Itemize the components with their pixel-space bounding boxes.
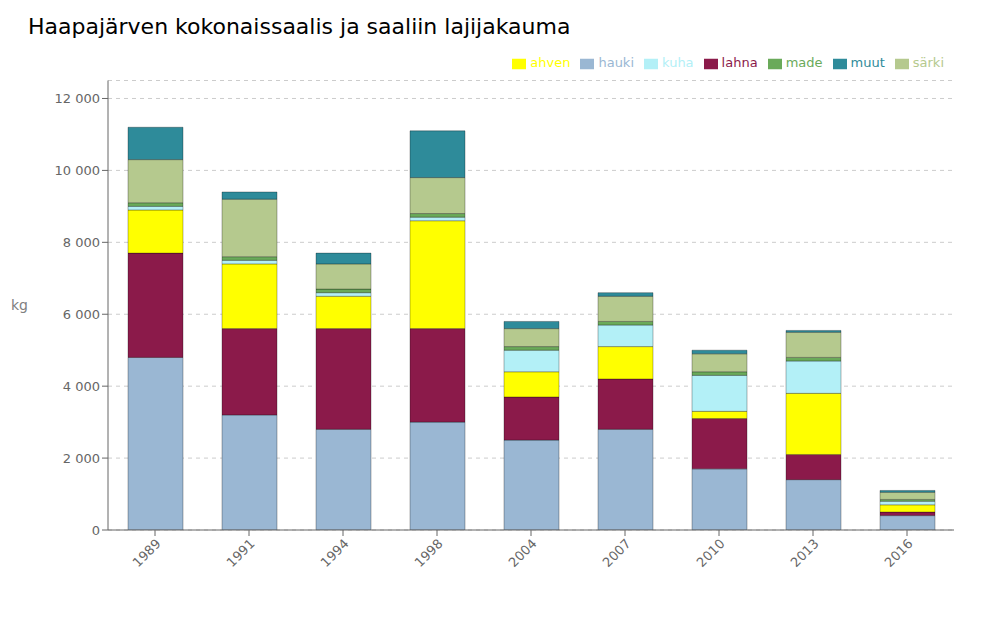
- svg-text:kg: kg: [11, 297, 28, 313]
- svg-text:1989: 1989: [130, 536, 164, 570]
- svg-text:1994: 1994: [318, 536, 352, 570]
- svg-text:0: 0: [92, 523, 100, 538]
- html-text:ahven: ahven: [530, 55, 571, 70]
- html-text:kuha: kuha: [662, 55, 694, 70]
- svg-text:6 000: 6 000: [63, 307, 100, 322]
- svg-text:2010: 2010: [694, 536, 728, 570]
- svg-text:2007: 2007: [600, 536, 634, 570]
- svg-text:10 000: 10 000: [55, 163, 101, 178]
- html-text:muut: muut: [850, 55, 885, 70]
- svg-text:2004: 2004: [506, 536, 540, 570]
- svg-text:8 000: 8 000: [63, 235, 100, 250]
- html-text:hauki: hauki: [598, 55, 634, 70]
- svg-text:4 000: 4 000: [63, 379, 100, 394]
- html-text:Haapajärven kokonaissaalis ja: Haapajärven kokonaissaalis ja saaliin la…: [28, 14, 571, 39]
- svg-text:1991: 1991: [224, 536, 258, 570]
- html-text:made: made: [785, 55, 823, 70]
- svg-text:12 000: 12 000: [55, 91, 101, 106]
- svg-text:2 000: 2 000: [63, 451, 100, 466]
- svg-text:2016: 2016: [882, 536, 916, 570]
- svg-text:2013: 2013: [788, 536, 822, 570]
- html-text:lahna: lahna: [721, 55, 758, 70]
- html-text:särki: särki: [912, 55, 944, 70]
- svg-text:1998: 1998: [412, 536, 446, 570]
